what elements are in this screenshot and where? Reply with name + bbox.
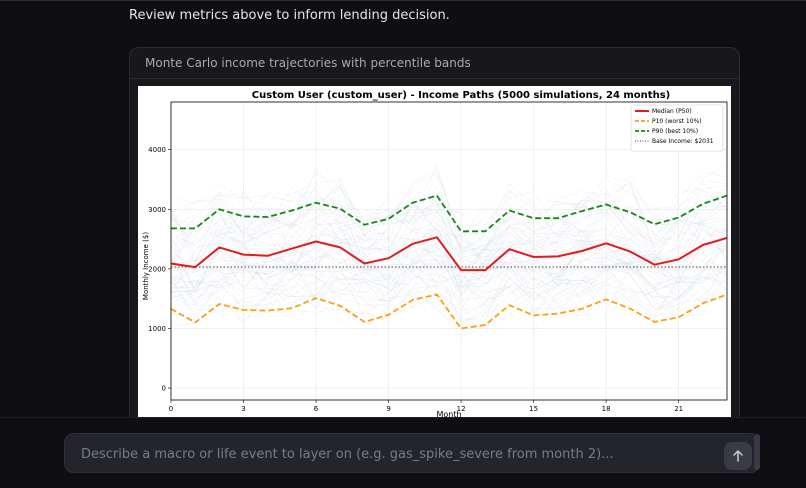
prompt-input[interactable] [79, 434, 703, 474]
simulation-path [170, 259, 728, 321]
simulation-path [170, 264, 728, 327]
simulation-path [170, 178, 728, 263]
prompt-composer [64, 433, 760, 474]
x-tick-label: 9 [386, 405, 390, 413]
y-tick-label: 1000 [148, 325, 166, 333]
simulation-path [170, 273, 728, 334]
simulation-path [170, 259, 728, 319]
series-line [170, 293, 728, 330]
x-tick-label: 12 [457, 405, 466, 413]
simulation-path [170, 249, 728, 311]
simulation-path [170, 215, 728, 285]
send-button[interactable] [724, 442, 752, 470]
chart-legend: Median (P50) P10 (worst 10%) P90 (best 10%… [630, 104, 724, 152]
legend-label: P10 (worst 10%) [652, 118, 702, 125]
composer-scrollbar[interactable] [754, 434, 760, 470]
simulation-path [170, 226, 728, 294]
simulation-path [170, 264, 728, 337]
simulation-path [170, 182, 728, 266]
simulation-path [170, 171, 728, 254]
chart-image: 0 3 6 9 12 15 18 21 0 1000 2000 3000 4000 Custom Use… [138, 86, 731, 428]
legend-label: P90 (best 10%) [652, 128, 698, 135]
arrow-up-icon [733, 450, 743, 462]
top-divider [0, 0, 806, 1]
assistant-message-text: Review metrics above to inform lending d… [129, 8, 450, 23]
simulation-path [170, 245, 728, 310]
simulation-path [170, 224, 728, 290]
chart-series [170, 194, 728, 330]
simulation-path [170, 188, 728, 263]
legend-label: Base Income: $2031 [652, 138, 714, 145]
simulation-path [170, 267, 728, 330]
series-line [171, 194, 728, 233]
x-axis-label: Month [436, 410, 461, 419]
y-tick-label: 3000 [148, 206, 166, 214]
simulation-path [170, 235, 728, 287]
simulation-path [170, 231, 728, 302]
x-tick-label: 18 [602, 405, 611, 413]
simulation-path [170, 201, 728, 255]
simulation-path [170, 264, 728, 329]
simulation-path [170, 259, 728, 325]
simulation-path [170, 227, 728, 294]
simulation-path [170, 246, 728, 303]
y-tick-label: 4000 [148, 146, 166, 154]
simulation-path [170, 195, 728, 283]
simulation-path [170, 193, 728, 276]
simulation-path [170, 239, 728, 303]
chart-ticks: 0 3 6 9 12 15 18 21 0 1000 2000 3000 4000 [148, 146, 683, 413]
y-tick-label: 0 [162, 385, 166, 393]
chart-card-title: Monte Carlo income trajectories with per… [130, 48, 739, 79]
simulation-path [170, 226, 728, 291]
simulation-path [170, 233, 728, 311]
simulation-paths [170, 164, 728, 337]
simulation-path [170, 164, 728, 251]
x-tick-label: 6 [314, 405, 319, 413]
income-paths-chart: 0 3 6 9 12 15 18 21 0 1000 2000 3000 4000 Custom Use… [142, 90, 728, 419]
y-tick-label: 2000 [148, 265, 166, 273]
chart-title: Custom User (custom_user) - Income Paths… [252, 90, 670, 101]
simulation-path [170, 174, 728, 253]
y-axis-label: Monthly Income ($) [142, 232, 150, 300]
simulation-path [170, 229, 728, 286]
simulation-path [170, 243, 728, 316]
x-tick-label: 21 [674, 405, 683, 413]
x-tick-label: 15 [529, 405, 538, 413]
simulation-path [170, 169, 728, 241]
simulation-path [170, 267, 728, 328]
simulation-path [170, 200, 728, 262]
x-tick-label: 3 [241, 405, 245, 413]
simulation-path [170, 164, 728, 260]
simulation-path [170, 178, 728, 243]
x-tick-label: 0 [169, 405, 173, 413]
simulation-path [170, 210, 728, 293]
simulation-path [170, 222, 728, 298]
simulation-path [170, 226, 728, 303]
simulation-path [170, 168, 728, 239]
simulation-path [170, 255, 728, 322]
simulation-path [170, 195, 728, 265]
legend-label: Median (P50) [652, 108, 692, 115]
series-line [170, 236, 728, 272]
simulation-path [170, 229, 728, 296]
legend-box [630, 104, 724, 152]
simulation-path [170, 267, 728, 333]
simulation-path [170, 203, 728, 262]
simulation-path [170, 236, 728, 295]
plot-area-frame [170, 101, 728, 401]
simulation-path [170, 183, 728, 269]
chart-card: Monte Carlo income trajectories with per… [129, 47, 740, 429]
simulation-path [170, 220, 728, 295]
simulation-path [170, 226, 728, 295]
simulation-path [170, 222, 728, 293]
